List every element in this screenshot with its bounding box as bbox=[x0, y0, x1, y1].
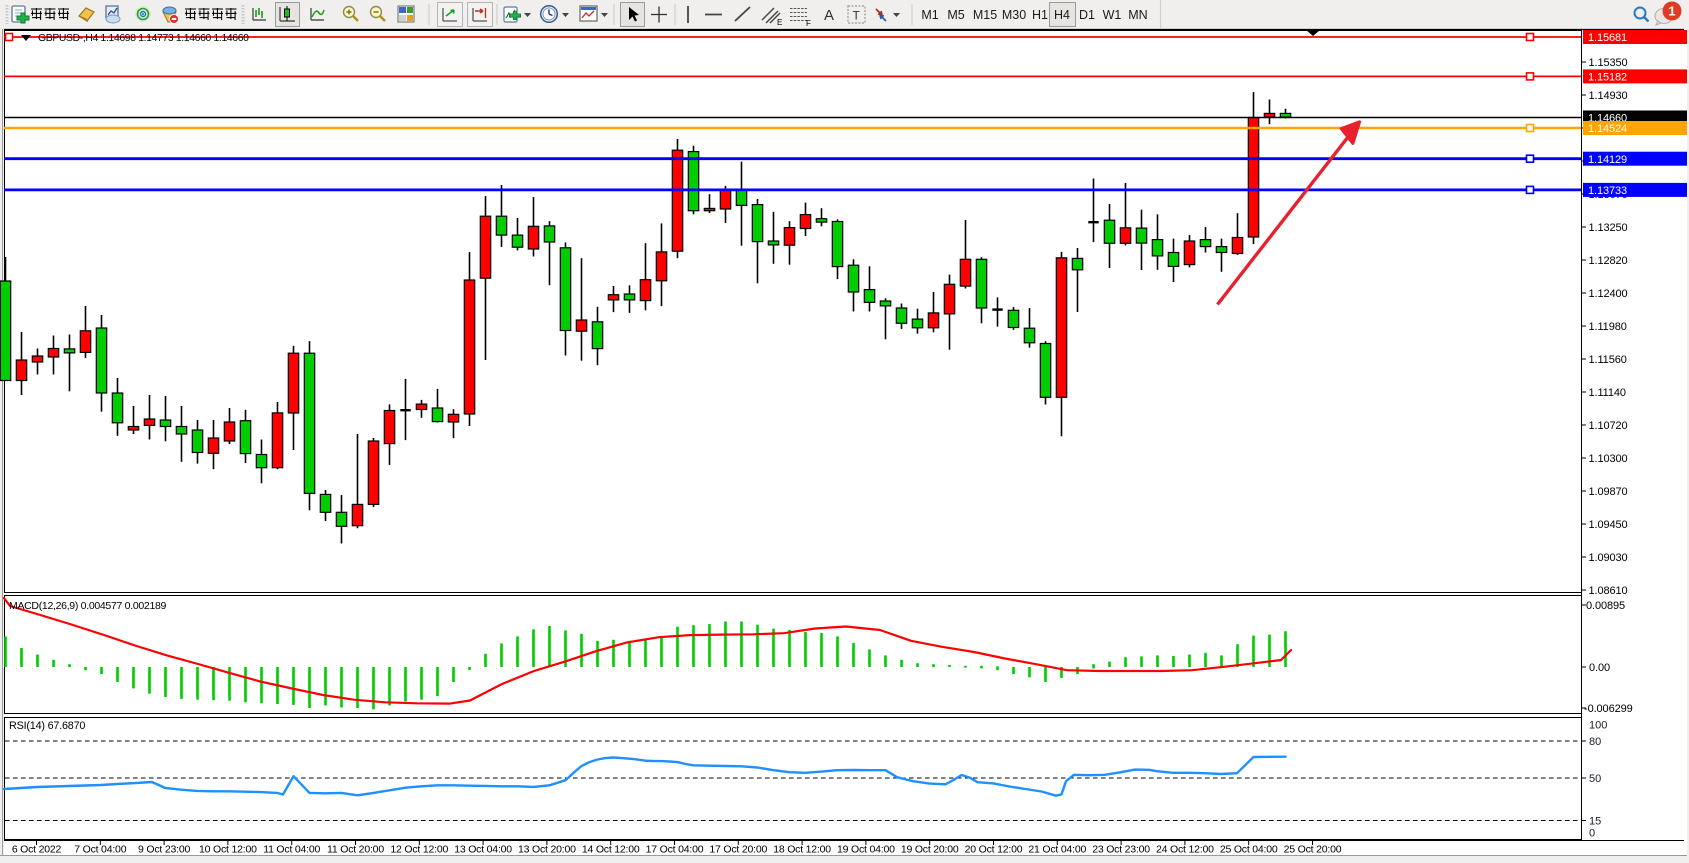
svg-text:1: 1 bbox=[1668, 4, 1675, 19]
svg-text:RSI(14) 67.6870: RSI(14) 67.6870 bbox=[9, 720, 85, 732]
svg-text:0.00895: 0.00895 bbox=[1586, 600, 1625, 612]
svg-text:MACD(12,26,9) 0.004577 0.00218: MACD(12,26,9) 0.004577 0.002189 bbox=[9, 600, 167, 612]
svg-text:80: 80 bbox=[1589, 736, 1601, 748]
svg-text:100: 100 bbox=[1589, 719, 1607, 731]
svg-text:12 Oct 12:00: 12 Oct 12:00 bbox=[390, 844, 448, 856]
svg-text:1.15681: 1.15681 bbox=[1588, 32, 1627, 44]
svg-text:M30: M30 bbox=[1002, 8, 1026, 22]
svg-text:9 Oct 23:00: 9 Oct 23:00 bbox=[138, 844, 190, 856]
svg-text:1.14524: 1.14524 bbox=[1588, 123, 1627, 135]
svg-text:15: 15 bbox=[1589, 816, 1601, 828]
svg-text:W1: W1 bbox=[1103, 8, 1122, 22]
svg-text:H4: H4 bbox=[1054, 8, 1070, 22]
svg-text:11 Oct 20:00: 11 Oct 20:00 bbox=[327, 844, 384, 856]
svg-text:1.09030: 1.09030 bbox=[1589, 552, 1628, 564]
svg-text:-0.006299: -0.006299 bbox=[1584, 703, 1633, 715]
svg-text:H1: H1 bbox=[1032, 8, 1048, 22]
svg-text:24 Oct 12:00: 24 Oct 12:00 bbox=[1156, 844, 1214, 856]
svg-text:GBPUSD-,H4 1.14698 1.14773 1.: GBPUSD-,H4 1.14698 1.14773 1.14660 1.146… bbox=[38, 33, 249, 44]
svg-text:1.12400: 1.12400 bbox=[1589, 288, 1628, 300]
svg-text:20 Oct 12:00: 20 Oct 12:00 bbox=[965, 844, 1023, 856]
svg-text:E: E bbox=[777, 18, 782, 27]
svg-text:21 Oct 04:00: 21 Oct 04:00 bbox=[1028, 844, 1086, 856]
svg-text:18 Oct 12:00: 18 Oct 12:00 bbox=[773, 844, 831, 856]
svg-text:F: F bbox=[806, 19, 811, 28]
svg-text:17 Oct 20:00: 17 Oct 20:00 bbox=[709, 844, 767, 856]
svg-text:1.08610: 1.08610 bbox=[1589, 585, 1628, 597]
svg-text:11 Oct 04:00: 11 Oct 04:00 bbox=[263, 844, 320, 856]
svg-text:1.15182: 1.15182 bbox=[1588, 72, 1627, 84]
svg-text:A: A bbox=[824, 7, 834, 24]
svg-text:M1: M1 bbox=[921, 8, 938, 22]
svg-text:1.11560: 1.11560 bbox=[1589, 354, 1627, 366]
svg-text:MN: MN bbox=[1128, 8, 1147, 22]
svg-text:50: 50 bbox=[1589, 773, 1601, 785]
svg-text:1.11140: 1.11140 bbox=[1589, 387, 1626, 399]
svg-text:19 Oct 04:00: 19 Oct 04:00 bbox=[837, 844, 895, 856]
svg-text:14 Oct 12:00: 14 Oct 12:00 bbox=[582, 844, 640, 856]
svg-text:D1: D1 bbox=[1079, 8, 1095, 22]
svg-text:7 Oct 04:00: 7 Oct 04:00 bbox=[74, 844, 126, 856]
svg-text:13 Oct 04:00: 13 Oct 04:00 bbox=[454, 844, 512, 856]
svg-text:M15: M15 bbox=[973, 8, 997, 22]
svg-text:0.00: 0.00 bbox=[1589, 662, 1610, 674]
svg-text:M5: M5 bbox=[947, 8, 964, 22]
svg-text:T: T bbox=[853, 9, 861, 23]
svg-text:1.14129: 1.14129 bbox=[1588, 154, 1627, 166]
svg-text:6 Oct 2022: 6 Oct 2022 bbox=[12, 844, 62, 856]
svg-text:0: 0 bbox=[1589, 828, 1595, 840]
svg-text:25 Oct 04:00: 25 Oct 04:00 bbox=[1220, 844, 1278, 856]
svg-text:23 Oct 23:00: 23 Oct 23:00 bbox=[1092, 844, 1150, 856]
svg-text:19 Oct 20:00: 19 Oct 20:00 bbox=[901, 844, 959, 856]
svg-text:1.12820: 1.12820 bbox=[1589, 255, 1628, 267]
svg-text:10 Oct 12:00: 10 Oct 12:00 bbox=[199, 844, 257, 856]
svg-text:1.15350: 1.15350 bbox=[1589, 57, 1628, 69]
svg-text:1.13733: 1.13733 bbox=[1588, 185, 1627, 197]
svg-text:13 Oct 20:00: 13 Oct 20:00 bbox=[518, 844, 576, 856]
svg-text:1.13250: 1.13250 bbox=[1589, 222, 1628, 234]
svg-text:1.09870: 1.09870 bbox=[1589, 486, 1628, 498]
svg-text:1.09450: 1.09450 bbox=[1589, 519, 1628, 531]
svg-text:1.10720: 1.10720 bbox=[1589, 420, 1628, 432]
svg-text:1.14930: 1.14930 bbox=[1589, 90, 1628, 102]
svg-text:1.11980: 1.11980 bbox=[1589, 321, 1627, 333]
svg-text:17 Oct 04:00: 17 Oct 04:00 bbox=[646, 844, 704, 856]
svg-text:1.10300: 1.10300 bbox=[1589, 453, 1628, 465]
svg-text:25 Oct 20:00: 25 Oct 20:00 bbox=[1284, 844, 1342, 856]
